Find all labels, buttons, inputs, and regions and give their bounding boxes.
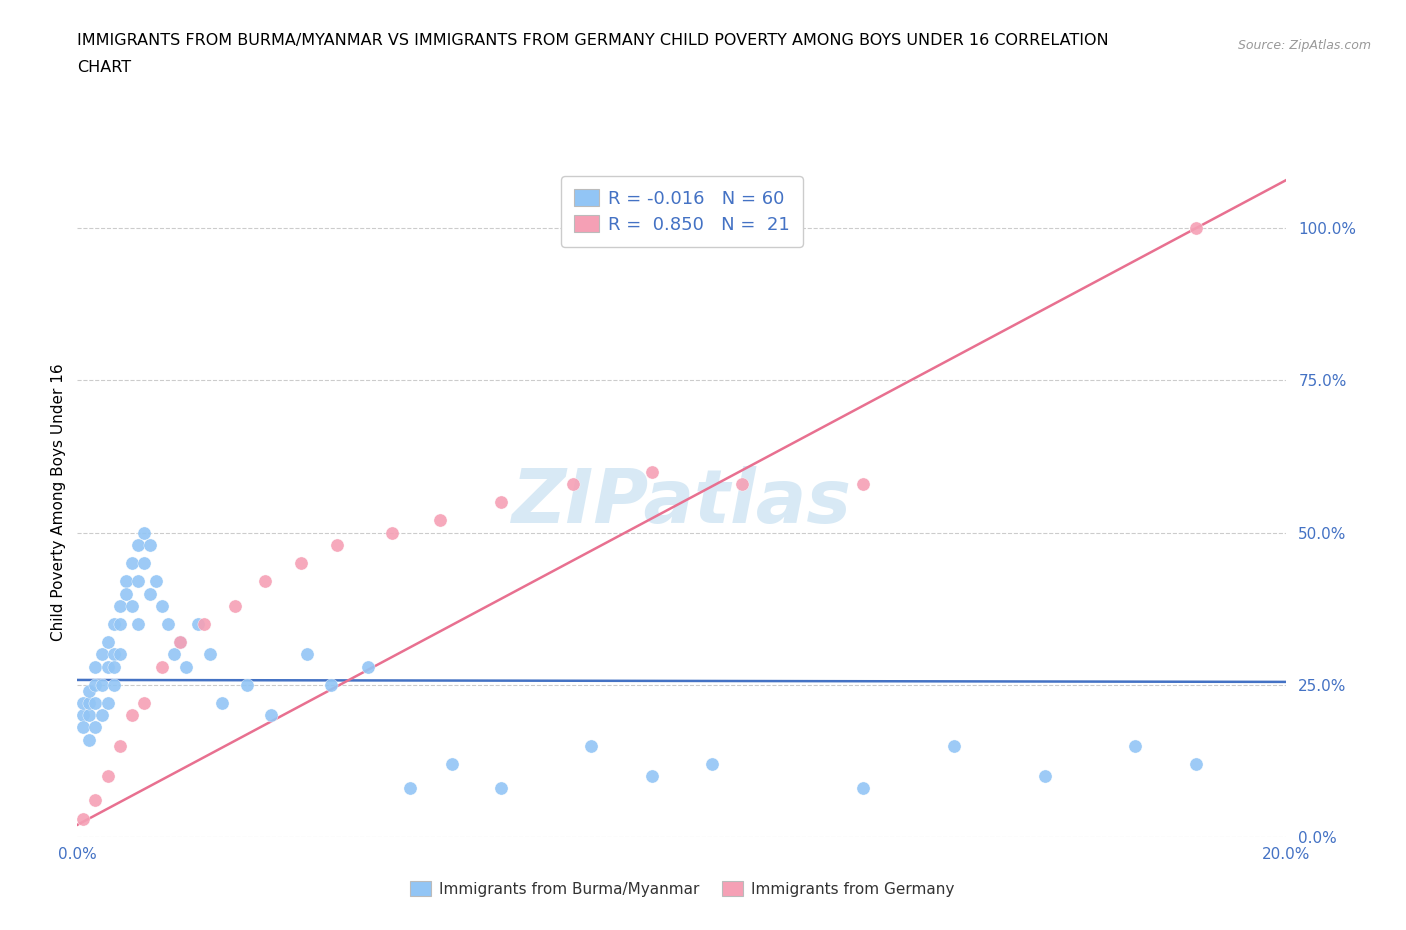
Y-axis label: Child Poverty Among Boys Under 16: Child Poverty Among Boys Under 16 xyxy=(51,364,66,641)
Point xyxy=(489,781,512,796)
Point xyxy=(121,708,143,723)
Text: ZIPatlas: ZIPatlas xyxy=(512,466,852,538)
Point xyxy=(79,696,101,711)
Point xyxy=(127,574,149,589)
Point xyxy=(169,635,191,650)
Point xyxy=(103,617,125,631)
Point xyxy=(84,720,107,735)
Point xyxy=(84,696,107,711)
Point xyxy=(942,738,965,753)
Point xyxy=(103,647,125,662)
Point xyxy=(852,476,875,491)
Point xyxy=(139,586,162,601)
Point xyxy=(72,811,94,826)
Point xyxy=(224,598,246,613)
Point xyxy=(90,647,112,662)
Point xyxy=(114,574,136,589)
Point xyxy=(103,677,125,692)
Point xyxy=(326,538,349,552)
Point xyxy=(108,738,131,753)
Point xyxy=(1184,220,1206,235)
Point xyxy=(321,677,343,692)
Point xyxy=(157,617,180,631)
Text: CHART: CHART xyxy=(77,60,131,75)
Point xyxy=(96,769,118,784)
Point xyxy=(356,659,378,674)
Point xyxy=(103,659,125,674)
Point xyxy=(96,659,118,674)
Point xyxy=(441,756,464,771)
Point xyxy=(72,720,94,735)
Point xyxy=(84,677,107,692)
Point xyxy=(90,708,112,723)
Point xyxy=(108,617,131,631)
Point xyxy=(72,696,94,711)
Point xyxy=(108,647,131,662)
Point xyxy=(79,732,101,747)
Point xyxy=(399,781,422,796)
Legend: Immigrants from Burma/Myanmar, Immigrants from Germany: Immigrants from Burma/Myanmar, Immigrant… xyxy=(404,875,960,903)
Point xyxy=(145,574,167,589)
Point xyxy=(852,781,875,796)
Point xyxy=(150,598,173,613)
Point xyxy=(127,617,149,631)
Point xyxy=(90,677,112,692)
Point xyxy=(84,793,107,808)
Point xyxy=(1184,756,1206,771)
Point xyxy=(295,647,318,662)
Point xyxy=(290,555,312,570)
Point xyxy=(1033,769,1056,784)
Point xyxy=(121,555,143,570)
Point xyxy=(132,696,155,711)
Point xyxy=(163,647,186,662)
Point xyxy=(429,513,451,528)
Point xyxy=(84,659,107,674)
Point xyxy=(562,476,585,491)
Point xyxy=(132,555,155,570)
Point xyxy=(489,495,512,510)
Point xyxy=(150,659,173,674)
Point xyxy=(211,696,233,711)
Point xyxy=(187,617,209,631)
Point xyxy=(127,538,149,552)
Point xyxy=(235,677,257,692)
Point xyxy=(114,586,136,601)
Point xyxy=(169,635,191,650)
Point xyxy=(72,708,94,723)
Point xyxy=(121,598,143,613)
Text: Source: ZipAtlas.com: Source: ZipAtlas.com xyxy=(1237,39,1371,52)
Point xyxy=(581,738,603,753)
Point xyxy=(641,769,664,784)
Point xyxy=(641,464,664,479)
Point xyxy=(200,647,222,662)
Point xyxy=(1123,738,1146,753)
Point xyxy=(79,684,101,698)
Point xyxy=(96,635,118,650)
Point xyxy=(193,617,215,631)
Point xyxy=(731,476,754,491)
Point xyxy=(108,598,131,613)
Point xyxy=(260,708,283,723)
Point xyxy=(139,538,162,552)
Point xyxy=(96,696,118,711)
Point xyxy=(253,574,276,589)
Point xyxy=(174,659,197,674)
Point xyxy=(381,525,404,540)
Point xyxy=(132,525,155,540)
Point xyxy=(79,708,101,723)
Point xyxy=(702,756,724,771)
Text: IMMIGRANTS FROM BURMA/MYANMAR VS IMMIGRANTS FROM GERMANY CHILD POVERTY AMONG BOY: IMMIGRANTS FROM BURMA/MYANMAR VS IMMIGRA… xyxy=(77,33,1109,47)
